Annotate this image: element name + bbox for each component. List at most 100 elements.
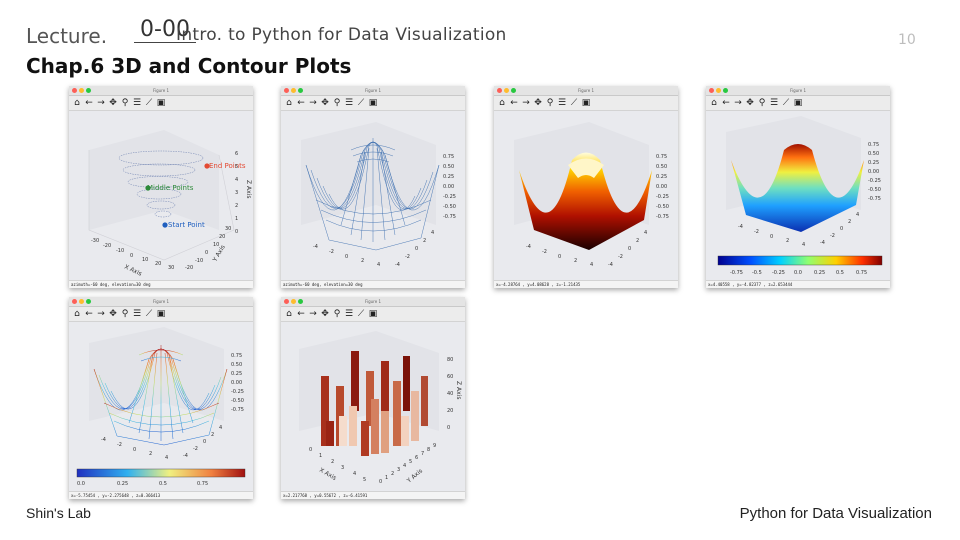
pan-icon[interactable]: ✥ — [534, 98, 542, 108]
minimize-window-button[interactable] — [79, 88, 84, 93]
edit-axis-icon[interactable]: ⟋ — [357, 98, 365, 108]
configure-icon[interactable]: ☰ — [132, 98, 142, 108]
back-arrow-icon[interactable]: ← — [722, 98, 730, 108]
close-window-button[interactable] — [72, 88, 77, 93]
pan-icon[interactable]: ✥ — [746, 98, 754, 108]
forward-arrow-icon[interactable]: → — [309, 98, 317, 108]
close-window-button[interactable] — [72, 299, 77, 304]
svg-text:4: 4 — [856, 212, 859, 218]
svg-text:6: 6 — [415, 455, 418, 461]
maximize-window-button[interactable] — [511, 88, 516, 93]
save-icon[interactable]: ▣ — [793, 98, 803, 108]
save-icon[interactable]: ▣ — [581, 98, 591, 108]
plot-toolbar: ⌂ ← → ✥ ⚲ ☰ ⟋ ▣ — [69, 96, 253, 111]
configure-icon[interactable]: ☰ — [557, 98, 567, 108]
save-icon[interactable]: ▣ — [156, 309, 166, 319]
edit-axis-icon[interactable]: ⟋ — [145, 309, 153, 319]
back-arrow-icon[interactable]: ← — [510, 98, 518, 108]
pan-icon[interactable]: ✥ — [321, 98, 329, 108]
svg-text:-4: -4 — [395, 262, 400, 268]
save-icon[interactable]: ▣ — [156, 98, 166, 108]
minimize-window-button[interactable] — [716, 88, 721, 93]
minimize-window-button[interactable] — [291, 299, 296, 304]
figure-window-wireframe: Figure 1 ⌂ ← → ✥ ⚲ ☰ ⟋ ▣ — [281, 86, 465, 288]
zoom-icon[interactable]: ⚲ — [546, 98, 554, 108]
configure-icon[interactable]: ☰ — [132, 309, 142, 319]
configure-icon[interactable]: ☰ — [769, 98, 779, 108]
maximize-window-button[interactable] — [298, 88, 303, 93]
svg-text:0: 0 — [628, 246, 631, 252]
svg-text:-4: -4 — [738, 224, 743, 230]
zoom-icon[interactable]: ⚲ — [121, 98, 129, 108]
close-window-button[interactable] — [497, 88, 502, 93]
pan-icon[interactable]: ✥ — [109, 98, 117, 108]
edit-axis-icon[interactable]: ⟋ — [782, 98, 790, 108]
svg-text:2: 2 — [848, 219, 851, 225]
plot-canvas[interactable]: 0.75 0.50 0.25 0.00 -0.25 -0.50 -0.75 -4… — [69, 321, 253, 492]
bar3d-bars — [321, 351, 428, 456]
home-icon[interactable]: ⌂ — [74, 98, 80, 108]
maximize-window-button[interactable] — [86, 88, 91, 93]
svg-text:0.50: 0.50 — [656, 164, 667, 170]
svg-text:20: 20 — [219, 234, 225, 240]
home-icon[interactable]: ⌂ — [499, 98, 505, 108]
home-icon[interactable]: ⌂ — [286, 98, 292, 108]
home-icon[interactable]: ⌂ — [286, 309, 292, 319]
plot-canvas[interactable]: 80 60 40 20 0 Z Axis 0 1 2 3 4 5 X Axis … — [281, 321, 465, 492]
edit-axis-icon[interactable]: ⟋ — [570, 98, 578, 108]
close-window-button[interactable] — [284, 88, 289, 93]
plot-canvas[interactable]: End Points Middle Points Start Point 6 5… — [69, 110, 253, 281]
forward-arrow-icon[interactable]: → — [97, 309, 105, 319]
pan-icon[interactable]: ✥ — [321, 309, 329, 319]
plot-canvas[interactable]: 0.75 0.50 0.25 0.00 -0.25 -0.50 -0.75 -4… — [706, 110, 890, 281]
forward-arrow-icon[interactable]: → — [734, 98, 742, 108]
maximize-window-button[interactable] — [298, 299, 303, 304]
jet-surface-plot: 0.75 0.50 0.25 0.00 -0.25 -0.50 -0.75 -4… — [717, 116, 883, 276]
close-window-button[interactable] — [709, 88, 714, 93]
home-icon[interactable]: ⌂ — [711, 98, 717, 108]
back-arrow-icon[interactable]: ← — [85, 309, 93, 319]
status-bar: x=2.217768 , y=0.55672 , z=-6.41591 — [281, 491, 465, 499]
hot-surface — [519, 152, 652, 250]
svg-text:0.75: 0.75 — [231, 353, 242, 359]
minimize-window-button[interactable] — [291, 88, 296, 93]
edit-axis-icon[interactable]: ⟋ — [357, 309, 365, 319]
configure-icon[interactable]: ☰ — [344, 98, 354, 108]
zoom-icon[interactable]: ⚲ — [333, 309, 341, 319]
plot-canvas[interactable]: 0.75 0.50 0.25 0.00 -0.25 -0.50 -0.75 -4… — [494, 110, 678, 281]
zoom-icon[interactable]: ⚲ — [121, 309, 129, 319]
svg-text:2: 2 — [636, 238, 639, 244]
svg-text:4: 4 — [165, 455, 168, 461]
edit-axis-icon[interactable]: ⟋ — [145, 98, 153, 108]
save-icon[interactable]: ▣ — [368, 309, 378, 319]
pan-icon[interactable]: ✥ — [109, 309, 117, 319]
minimize-window-button[interactable] — [79, 299, 84, 304]
home-icon[interactable]: ⌂ — [74, 309, 80, 319]
x-tick-labels: -4 -2 0 2 4 — [526, 244, 593, 268]
minimize-window-button[interactable] — [504, 88, 509, 93]
hot-surface-plot: 0.75 0.50 0.25 0.00 -0.25 -0.50 -0.75 -4… — [514, 122, 669, 268]
svg-text:-4: -4 — [313, 244, 318, 250]
back-arrow-icon[interactable]: ← — [297, 98, 305, 108]
maximize-window-button[interactable] — [723, 88, 728, 93]
zoom-icon[interactable]: ⚲ — [333, 98, 341, 108]
plot-canvas[interactable]: 0.75 0.50 0.25 0.00 -0.25 -0.50 -0.75 -4… — [281, 110, 465, 281]
figure-window-hot-surface: Figure 1 ⌂ ← → ✥ ⚲ ☰ ⟋ ▣ 0.7 — [494, 86, 678, 288]
back-arrow-icon[interactable]: ← — [85, 98, 93, 108]
close-window-button[interactable] — [284, 299, 289, 304]
forward-arrow-icon[interactable]: → — [522, 98, 530, 108]
window-title: Figure 1 — [364, 88, 382, 93]
save-icon[interactable]: ▣ — [368, 98, 378, 108]
svg-text:20: 20 — [155, 261, 161, 267]
back-arrow-icon[interactable]: ← — [297, 309, 305, 319]
forward-arrow-icon[interactable]: → — [97, 98, 105, 108]
zoom-icon[interactable]: ⚲ — [758, 98, 766, 108]
wireframe-plot: 0.75 0.50 0.25 0.00 -0.25 -0.50 -0.75 -4… — [301, 122, 456, 268]
svg-text:5: 5 — [235, 164, 238, 170]
maximize-window-button[interactable] — [86, 299, 91, 304]
forward-arrow-icon[interactable]: → — [309, 309, 317, 319]
page-number: 10 — [898, 32, 916, 48]
svg-text:-20: -20 — [185, 265, 193, 271]
configure-icon[interactable]: ☰ — [344, 309, 354, 319]
svg-text:80: 80 — [447, 357, 453, 363]
